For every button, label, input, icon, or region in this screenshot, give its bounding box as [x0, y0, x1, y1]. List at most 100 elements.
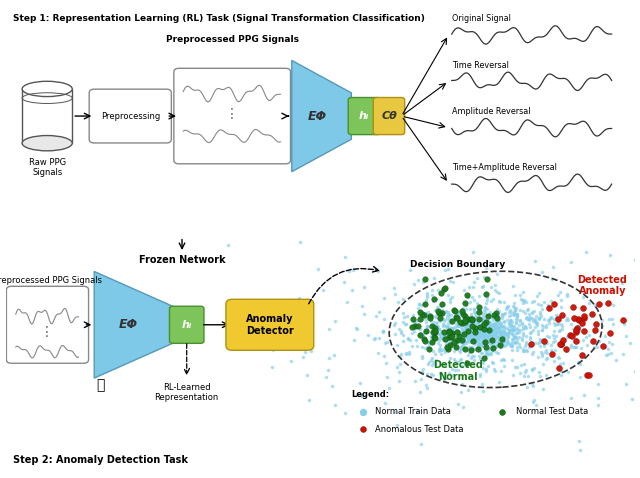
Point: [547, 275, 557, 283]
Point: [566, 320, 576, 328]
Point: [472, 328, 482, 336]
Point: [465, 344, 475, 352]
Point: [330, 401, 340, 409]
Point: [442, 336, 452, 344]
Point: [553, 320, 563, 327]
Point: [567, 332, 577, 339]
Point: [488, 320, 499, 328]
Point: [492, 335, 502, 342]
Point: [458, 315, 468, 322]
Point: [476, 340, 486, 348]
Point: [482, 326, 492, 334]
Point: [546, 347, 556, 354]
Point: [449, 338, 459, 346]
Point: [601, 351, 611, 359]
Point: [476, 329, 486, 337]
Point: [420, 381, 431, 389]
Point: [511, 315, 521, 323]
Point: [410, 323, 420, 330]
Point: [591, 320, 602, 327]
Point: [530, 323, 540, 331]
Point: [494, 326, 504, 333]
Point: [477, 328, 488, 336]
Point: [522, 366, 532, 374]
Point: [495, 330, 506, 337]
Point: [460, 338, 470, 346]
Point: [481, 332, 492, 340]
Point: [405, 336, 415, 343]
Point: [477, 329, 488, 337]
Point: [513, 326, 523, 334]
Point: [441, 307, 451, 315]
Point: [497, 332, 507, 339]
Point: [527, 366, 537, 373]
Point: [477, 331, 488, 338]
Point: [518, 346, 528, 353]
Point: [573, 316, 584, 324]
Point: [425, 312, 435, 320]
Point: [409, 318, 419, 326]
Point: [531, 317, 541, 325]
Point: [475, 327, 485, 335]
Point: [466, 315, 476, 323]
Point: [479, 328, 489, 336]
Point: [404, 350, 414, 358]
Point: [449, 356, 459, 363]
Point: [493, 379, 504, 386]
Point: [556, 288, 566, 296]
Point: [416, 440, 426, 448]
Point: [465, 330, 475, 338]
Point: [408, 280, 419, 287]
Point: [479, 327, 489, 335]
Point: [492, 316, 502, 324]
Point: [516, 295, 526, 303]
Point: [479, 304, 490, 312]
Point: [422, 308, 433, 315]
Point: [511, 315, 522, 323]
Point: [486, 337, 497, 344]
Point: [546, 314, 556, 322]
Point: [458, 307, 468, 315]
Point: [472, 318, 482, 326]
Point: [453, 317, 463, 325]
Ellipse shape: [22, 81, 72, 97]
Point: [427, 361, 437, 369]
Point: [484, 331, 495, 339]
Point: [504, 319, 514, 327]
Point: [499, 333, 509, 341]
Point: [445, 342, 455, 349]
Point: [476, 372, 486, 380]
Point: [479, 328, 489, 336]
Point: [458, 334, 468, 341]
Point: [462, 337, 472, 344]
Point: [502, 200, 512, 207]
Point: [481, 322, 491, 329]
Point: [396, 329, 406, 337]
Point: [541, 349, 552, 357]
Point: [471, 330, 481, 337]
Point: [483, 326, 493, 334]
Point: [488, 338, 499, 346]
Point: [472, 322, 483, 330]
Point: [499, 330, 509, 337]
Point: [492, 323, 502, 330]
Point: [313, 265, 323, 273]
Point: [524, 372, 534, 380]
Point: [572, 336, 582, 343]
Point: [472, 329, 482, 337]
Point: [401, 320, 411, 328]
Point: [541, 346, 552, 354]
Point: [504, 326, 514, 333]
Point: [471, 328, 481, 336]
Point: [479, 330, 489, 338]
Point: [507, 319, 517, 326]
Point: [492, 315, 502, 322]
Point: [482, 319, 492, 327]
Point: [457, 339, 467, 347]
Point: [351, 324, 361, 332]
Point: [465, 325, 476, 332]
Point: [426, 354, 436, 362]
Point: [512, 335, 522, 343]
Point: [461, 321, 471, 328]
Point: [470, 332, 480, 339]
